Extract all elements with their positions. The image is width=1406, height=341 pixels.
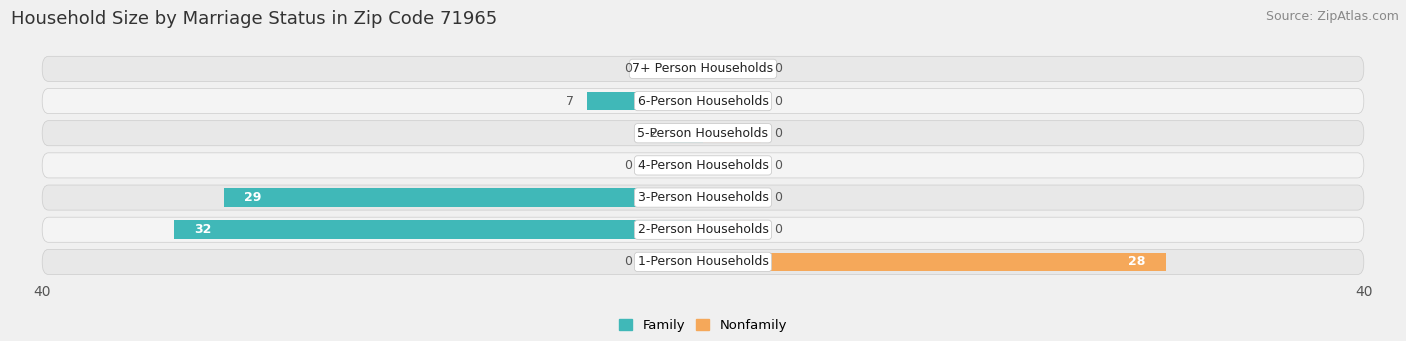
Text: 0: 0 — [624, 255, 631, 268]
Text: 32: 32 — [194, 223, 211, 236]
Text: 0: 0 — [775, 62, 782, 75]
Bar — [703, 60, 761, 78]
Text: 6-Person Households: 6-Person Households — [637, 94, 769, 107]
Text: 5-Person Households: 5-Person Households — [637, 127, 769, 140]
Bar — [703, 253, 1166, 271]
Text: Source: ZipAtlas.com: Source: ZipAtlas.com — [1265, 10, 1399, 23]
FancyBboxPatch shape — [42, 249, 1364, 275]
Text: 7+ Person Households: 7+ Person Households — [633, 62, 773, 75]
Bar — [645, 253, 703, 271]
Bar — [588, 92, 703, 110]
Bar — [224, 188, 703, 207]
Bar — [174, 220, 703, 239]
Text: 28: 28 — [1129, 255, 1146, 268]
FancyBboxPatch shape — [42, 121, 1364, 146]
Text: 4-Person Households: 4-Person Households — [637, 159, 769, 172]
Bar — [703, 156, 761, 175]
Text: 29: 29 — [243, 191, 262, 204]
Bar — [703, 220, 761, 239]
Text: 0: 0 — [624, 159, 631, 172]
Text: 7: 7 — [567, 94, 574, 107]
Text: 0: 0 — [624, 62, 631, 75]
Text: 2: 2 — [648, 127, 657, 140]
Legend: Family, Nonfamily: Family, Nonfamily — [613, 313, 793, 337]
FancyBboxPatch shape — [42, 153, 1364, 178]
Bar — [645, 156, 703, 175]
Bar — [703, 124, 761, 143]
Text: 0: 0 — [775, 191, 782, 204]
Text: 0: 0 — [775, 94, 782, 107]
Text: 0: 0 — [775, 127, 782, 140]
Bar — [669, 124, 703, 143]
Text: 1-Person Households: 1-Person Households — [637, 255, 769, 268]
Text: Household Size by Marriage Status in Zip Code 71965: Household Size by Marriage Status in Zip… — [11, 10, 498, 28]
Bar — [645, 60, 703, 78]
FancyBboxPatch shape — [42, 217, 1364, 242]
Text: 2-Person Households: 2-Person Households — [637, 223, 769, 236]
FancyBboxPatch shape — [42, 88, 1364, 114]
FancyBboxPatch shape — [42, 56, 1364, 81]
FancyBboxPatch shape — [42, 185, 1364, 210]
Text: 0: 0 — [775, 159, 782, 172]
Bar — [703, 92, 761, 110]
Text: 3-Person Households: 3-Person Households — [637, 191, 769, 204]
Bar — [703, 188, 761, 207]
Text: 0: 0 — [775, 223, 782, 236]
